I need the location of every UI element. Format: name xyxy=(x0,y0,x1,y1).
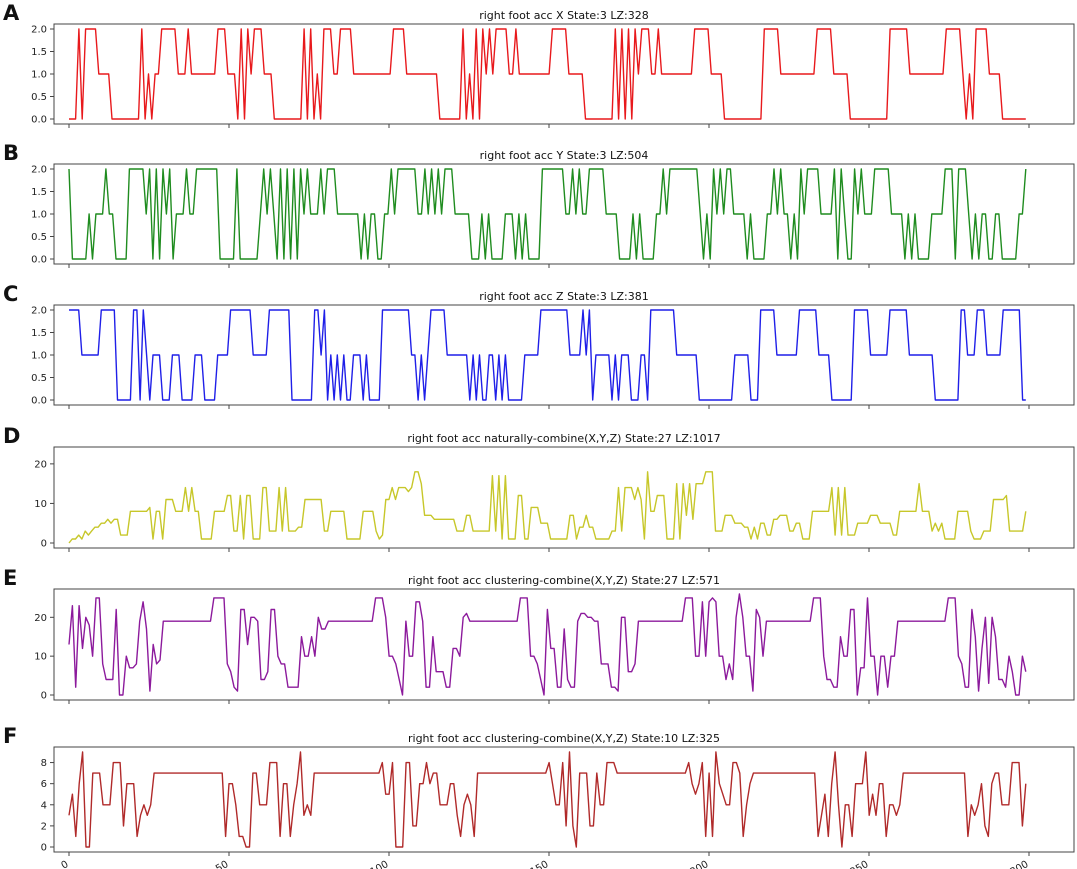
panel-title: right foot acc X State:3 LZ:328 xyxy=(479,9,649,22)
axes-frame xyxy=(53,163,1075,265)
axes-frame xyxy=(53,588,1075,701)
y-tick-label: 1.5 xyxy=(31,47,47,58)
y-tick-label: 2 xyxy=(41,821,47,832)
y-tick-label: 10 xyxy=(34,652,47,663)
y-tick-label: 0.5 xyxy=(31,92,47,103)
x-tick-label: 100 xyxy=(368,859,390,869)
y-tick-label: 2.0 xyxy=(31,306,47,317)
series-line xyxy=(68,751,1027,848)
y-tick-label: 6 xyxy=(41,779,47,790)
y-tick-label: 1.0 xyxy=(31,210,47,221)
panel-letter: D xyxy=(3,424,20,448)
y-tick-label: 2.0 xyxy=(31,25,47,36)
x-tick-label: 50 xyxy=(214,859,231,869)
y-tick-label: 8 xyxy=(41,758,47,769)
panel-letter: A xyxy=(3,1,20,25)
y-tick-label: 0.0 xyxy=(31,255,47,266)
y-tick-label: 0 xyxy=(41,539,47,550)
y-tick-label: 20 xyxy=(34,613,47,624)
y-tick-label: 0.5 xyxy=(31,373,47,384)
y-tick-label: 4 xyxy=(41,800,47,811)
y-tick-label: 0.0 xyxy=(31,115,47,126)
y-tick-label: 1.5 xyxy=(31,187,47,198)
series-line xyxy=(68,168,1027,260)
y-tick-label: 10 xyxy=(34,499,47,510)
y-tick-label: 2.0 xyxy=(31,165,47,176)
panel-title: right foot acc clustering-combine(X,Y,Z)… xyxy=(408,732,720,745)
panel-title: right foot acc naturally-combine(X,Y,Z) … xyxy=(407,432,720,445)
series-line xyxy=(69,309,1026,401)
x-tick-label: 200 xyxy=(688,859,710,869)
axes-frame xyxy=(53,746,1075,853)
x-tick-label: 250 xyxy=(848,859,870,869)
panel-title: right foot acc Z State:3 LZ:381 xyxy=(479,290,649,303)
panel-letter: F xyxy=(3,724,17,748)
series-line xyxy=(68,471,1027,544)
y-tick-label: 20 xyxy=(34,459,47,470)
x-tick-label: 150 xyxy=(528,859,550,869)
y-tick-label: 0 xyxy=(41,843,47,854)
x-tick-label: 300 xyxy=(1008,859,1030,869)
y-tick-label: 1.0 xyxy=(31,351,47,362)
panel-title: right foot acc clustering-combine(X,Y,Z)… xyxy=(408,574,720,587)
y-tick-label: 0.5 xyxy=(31,232,47,243)
panel-letter: E xyxy=(3,566,17,590)
panel-letter: B xyxy=(3,141,19,165)
panel-letter: C xyxy=(3,282,18,306)
series-line xyxy=(68,593,1027,696)
x-tick-label: 0 xyxy=(59,859,70,869)
series-line xyxy=(69,28,1026,120)
y-tick-label: 1.5 xyxy=(31,328,47,339)
y-tick-label: 0.0 xyxy=(31,396,47,407)
axes-frame xyxy=(53,446,1075,549)
y-tick-label: 0 xyxy=(41,691,47,702)
panel-title: right foot acc Y State:3 LZ:504 xyxy=(480,149,649,162)
y-tick-label: 1.0 xyxy=(31,70,47,81)
